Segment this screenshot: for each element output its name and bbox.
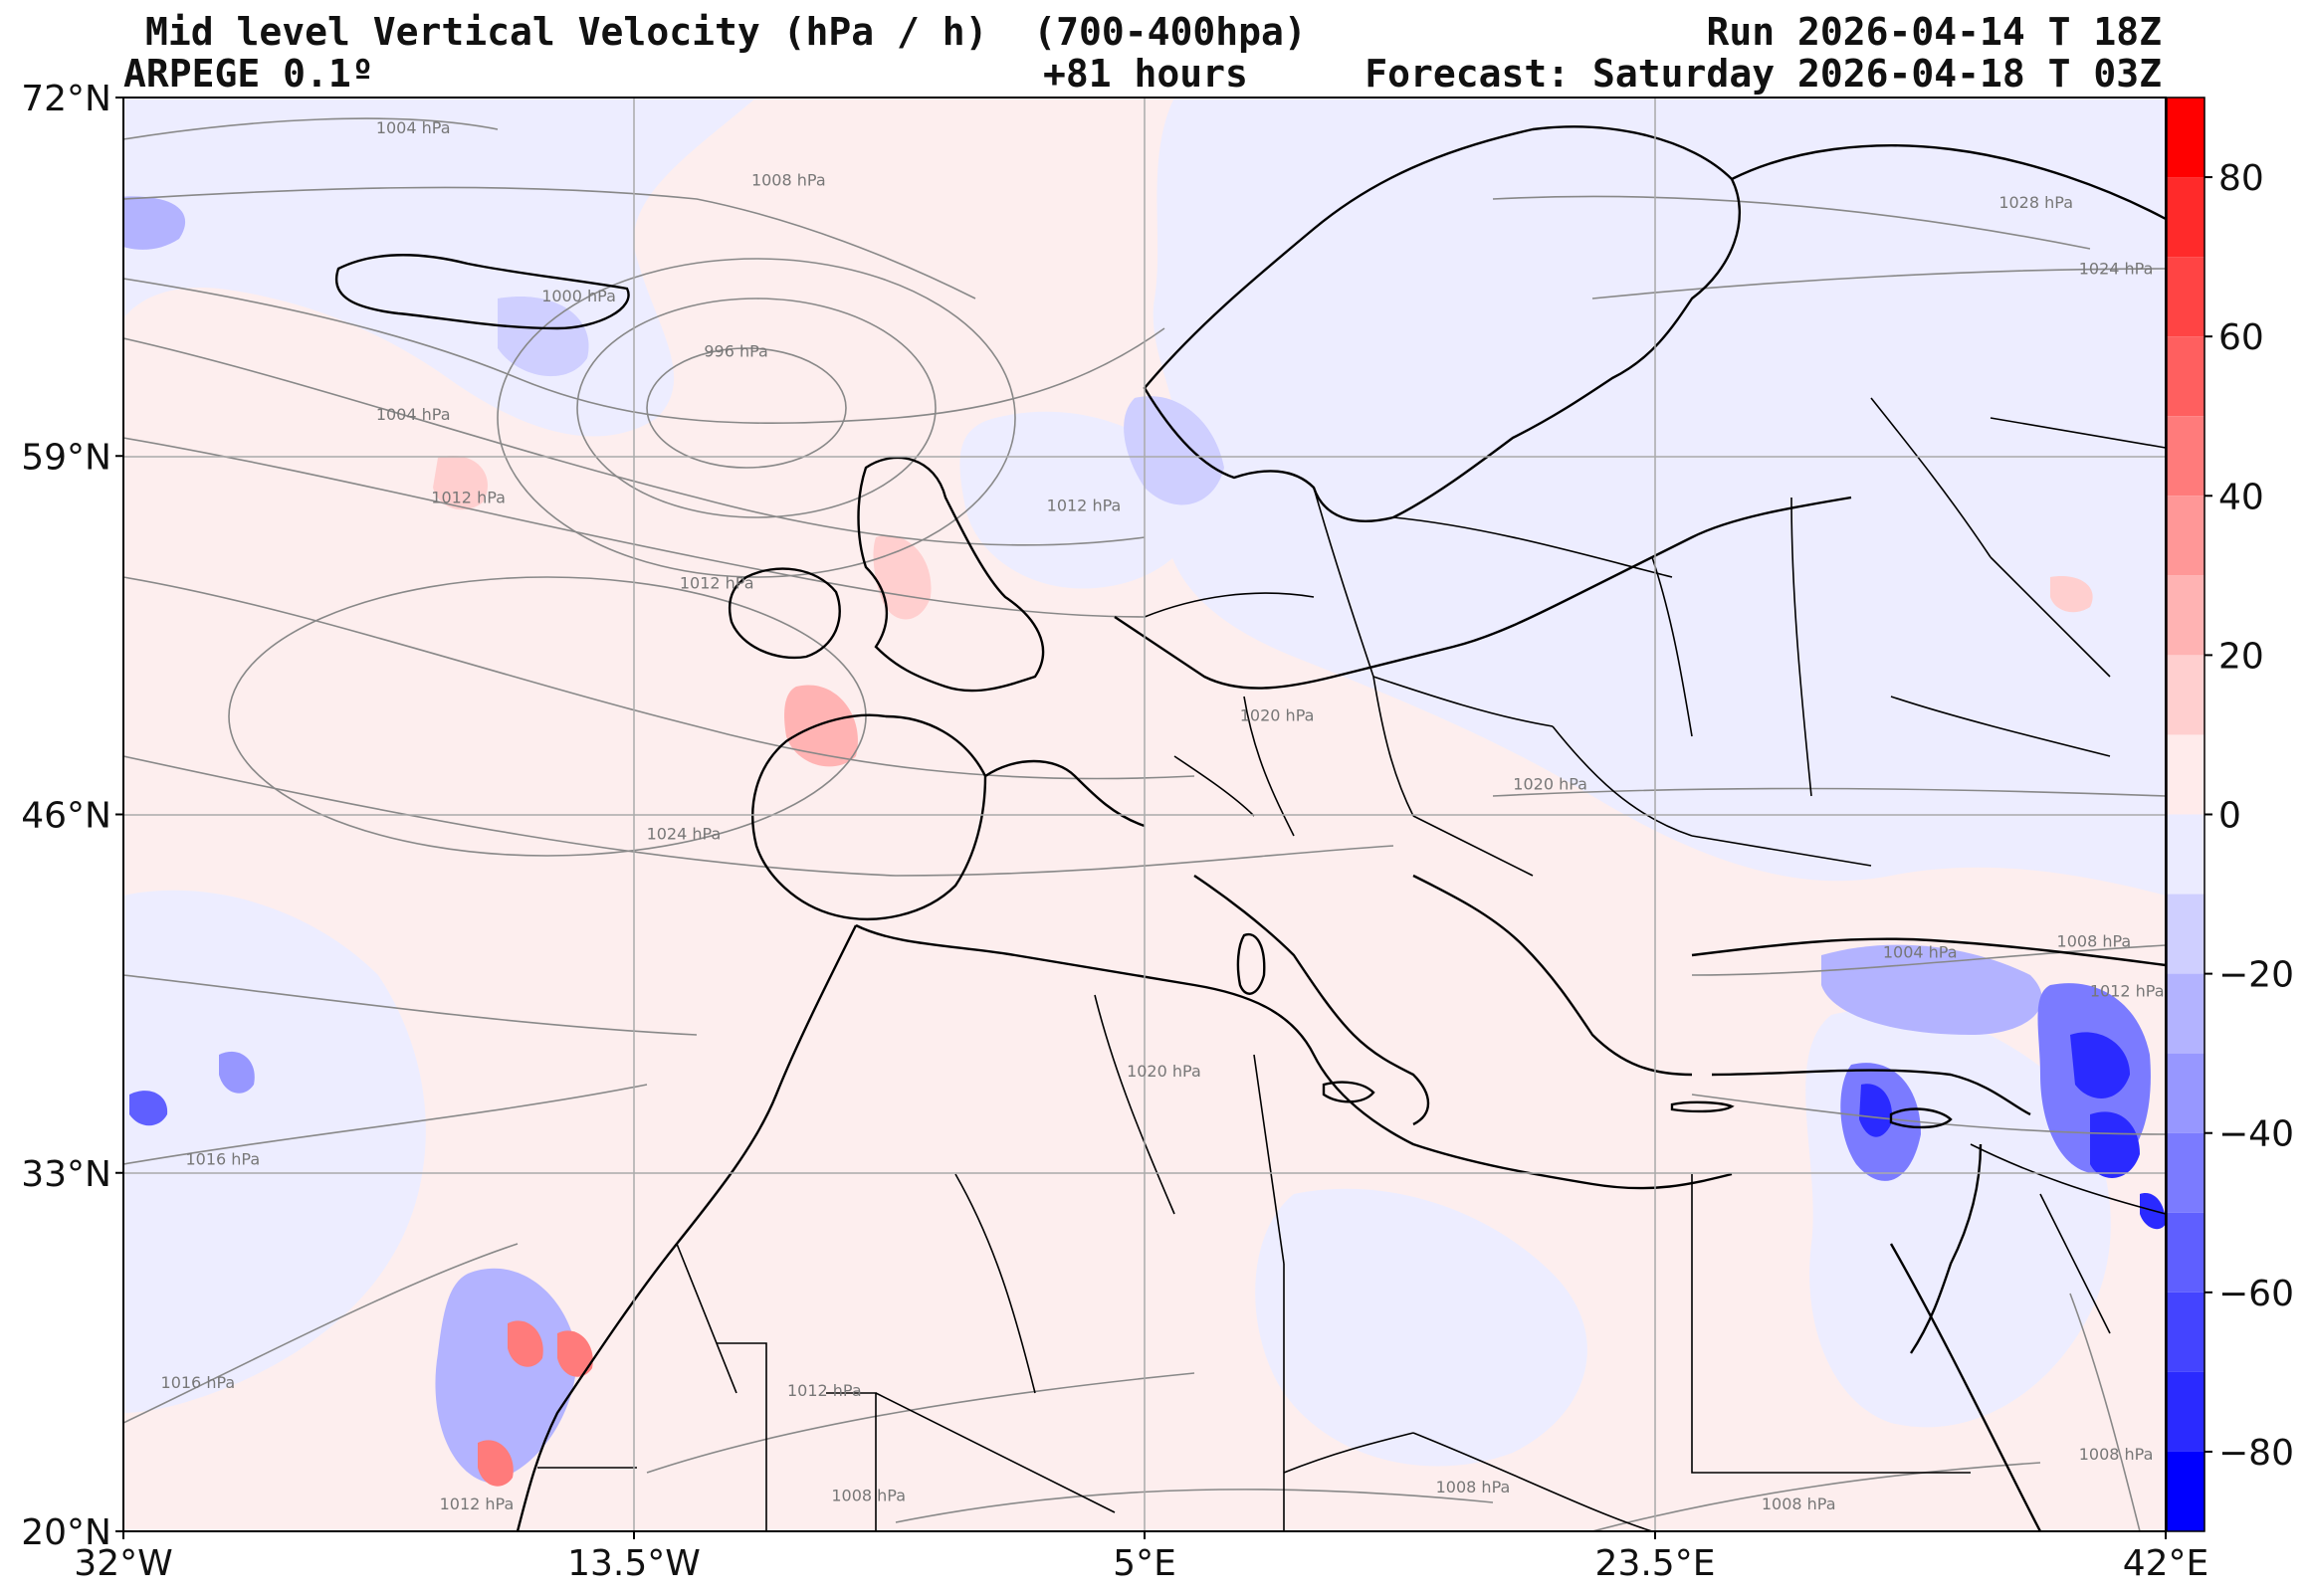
isobar-label: 1008 hPa — [2057, 932, 2132, 951]
lon-tick-label: 5°E — [1113, 1543, 1176, 1584]
lat-tick-label: 59°N — [21, 437, 111, 478]
iceland-coast — [335, 254, 630, 330]
britain-coast — [857, 456, 1045, 693]
colorbar-band — [2167, 575, 2204, 656]
longitude-axis: 32°W 13.5°W 5°E 23.5°E 42°E — [74, 1531, 2208, 1584]
colorbar-band — [2167, 814, 2204, 895]
colorbar-tick-label: −60 — [2218, 1274, 2294, 1314]
russia-arctic-coast — [1731, 144, 2166, 221]
colorbar-tick-label: 40 — [2218, 477, 2264, 517]
isobar-labels: 1004 hPa 1008 hPa 1000 hPa 996 hPa 1004 hPa 1… — [161, 118, 2165, 1513]
isobar-label: 1008 hPa — [751, 171, 826, 190]
colorbar-band — [2167, 416, 2204, 497]
colorbar-band — [2167, 177, 2204, 258]
isobar-label: 1012 hPa — [680, 573, 754, 592]
colorbar — [2167, 98, 2204, 1531]
colorbar-band — [2167, 1132, 2204, 1213]
colorbar-band — [2167, 894, 2204, 974]
colorbar-tick-label: 80 — [2218, 158, 2264, 199]
isobar-label: 1016 hPa — [161, 1373, 236, 1392]
turkey-coast — [1691, 937, 2166, 967]
colorbar-tick-label: 60 — [2218, 317, 2264, 358]
colorbar-band — [2167, 257, 2204, 337]
colorbar-band — [2167, 336, 2204, 417]
graticule — [123, 98, 2166, 1531]
isobar-label: 1008 hPa — [2079, 1445, 2154, 1464]
isobar-label: 1004 hPa — [376, 118, 451, 137]
isobar-label: 996 hPa — [704, 341, 768, 360]
lon-tick-label: 23.5°E — [1595, 1543, 1716, 1584]
lat-tick-label: 72°N — [21, 79, 111, 119]
velocity-shading — [123, 98, 2166, 1487]
isobar-label: 1004 hPa — [1883, 943, 1958, 962]
isobar-label: 1004 hPa — [376, 405, 451, 424]
north-africa-coast — [855, 923, 1733, 1190]
lead-time: +81 hours — [1043, 52, 1248, 96]
forecast-time: Forecast: Saturday 2026-04-18 T 03Z — [1364, 52, 2162, 96]
isobar-label: 1016 hPa — [185, 1149, 260, 1168]
isobar-label: 1000 hPa — [541, 287, 616, 305]
coastlines — [335, 125, 2166, 1531]
colorbar-band — [2167, 1371, 2204, 1452]
isobar-label: 1012 hPa — [787, 1381, 862, 1400]
lon-tick-label: 13.5°W — [567, 1543, 701, 1584]
cyprus-coast — [1889, 1107, 1953, 1129]
lat-tick-label: 20°N — [21, 1512, 111, 1553]
colorbar-tick-label: −80 — [2218, 1433, 2294, 1474]
isobar-label: 1024 hPa — [2079, 259, 2154, 278]
run-time: Run 2026-04-14 T 18Z — [1706, 10, 2162, 54]
isobar-label: 1012 hPa — [431, 488, 506, 506]
colorbar-tick-label: 0 — [2218, 796, 2241, 837]
colorbar-band — [2167, 1292, 2204, 1372]
colorbar-ticks: 80 60 40 20 0 −20 −40 −60 −80 — [2204, 158, 2294, 1474]
model-name: ARPEGE 0.1º — [123, 52, 374, 96]
isobar-label: 1008 hPa — [1436, 1478, 1511, 1496]
lon-tick-label: 32°W — [74, 1543, 172, 1584]
ireland-coast — [728, 567, 841, 660]
colorbar-band — [2167, 973, 2204, 1054]
sicily-coast — [1322, 1081, 1375, 1103]
isobar-lines — [123, 117, 2166, 1531]
low-pressure-rings — [228, 258, 1016, 857]
colorbar-tick-label: −20 — [2218, 955, 2294, 996]
isobar-label: 1012 hPa — [2090, 981, 2165, 1000]
crete-coast — [1670, 1100, 1735, 1113]
france-coast — [984, 759, 1146, 828]
colorbar-band — [2167, 1451, 2204, 1531]
country-borders — [537, 397, 2166, 1531]
lat-tick-label: 33°N — [21, 1154, 111, 1195]
colorbar-band — [2167, 734, 2204, 815]
isobar-label: 1020 hPa — [1127, 1062, 1201, 1081]
lat-tick-label: 46°N — [21, 796, 111, 837]
scandinavia-coast — [1143, 125, 1741, 522]
isobar-label: 1020 hPa — [1240, 705, 1315, 724]
balkans-coast — [1412, 874, 1693, 1077]
colorbar-band — [2167, 98, 2204, 178]
colorbar-band — [2167, 1053, 2204, 1133]
isobar-label: 1008 hPa — [1762, 1495, 1836, 1513]
map-title: Mid level Vertical Velocity (hPa / h) (7… — [145, 10, 1307, 54]
europe-coast — [1114, 496, 1852, 690]
red-sea-coast — [1889, 1243, 2042, 1531]
latitude-axis: 72°N 59°N 46°N 33°N 20°N — [21, 79, 123, 1553]
colorbar-band — [2167, 496, 2204, 576]
italy-coast — [1193, 875, 1430, 1126]
colorbar-tick-label: −40 — [2218, 1114, 2294, 1155]
isobar-label: 1012 hPa — [1047, 497, 1122, 515]
isobar-label: 1020 hPa — [1513, 775, 1587, 794]
isobar-label: 1012 hPa — [440, 1495, 515, 1513]
colorbar-band — [2167, 1212, 2204, 1293]
colorbar-band — [2167, 655, 2204, 735]
morocco-coast — [516, 924, 858, 1531]
turkey-south-coast — [1711, 1069, 2031, 1116]
levant-coast — [1910, 1143, 1983, 1354]
isobar-label: 1024 hPa — [647, 824, 722, 843]
lon-tick-label: 42°E — [2123, 1543, 2209, 1584]
isobar-label: 1008 hPa — [831, 1487, 906, 1505]
sardinia-coast — [1236, 932, 1266, 995]
colorbar-tick-label: 20 — [2218, 636, 2264, 677]
isobar-label: 1028 hPa — [1998, 193, 2073, 212]
